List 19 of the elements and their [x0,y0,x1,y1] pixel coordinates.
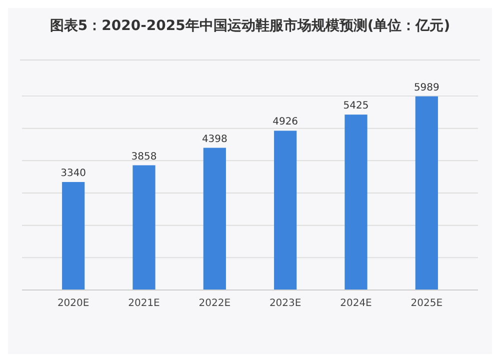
bar [62,182,85,290]
x-tick-label: 2023E [269,298,302,309]
data-label: 4926 [272,116,298,128]
data-label: 3858 [131,151,157,162]
data-label: 5989 [414,82,440,94]
bar [415,96,438,290]
x-tick-label: 2020E [57,298,90,309]
bar [274,130,297,290]
data-label: 4398 [202,134,228,145]
chart-title: 图表5：2020-2025年中国运动鞋服市场规模预测(单位：亿元) [50,17,450,34]
data-label: 5425 [343,100,369,112]
bar [132,165,156,290]
data-label: 3340 [60,168,86,180]
x-tick-label: 2025E [410,298,443,309]
x-tick-label: 2024E [340,298,372,309]
bar [344,114,368,290]
x-tick-label: 2021E [128,298,160,309]
bar [203,148,226,290]
x-tick-label: 2022E [198,298,231,309]
